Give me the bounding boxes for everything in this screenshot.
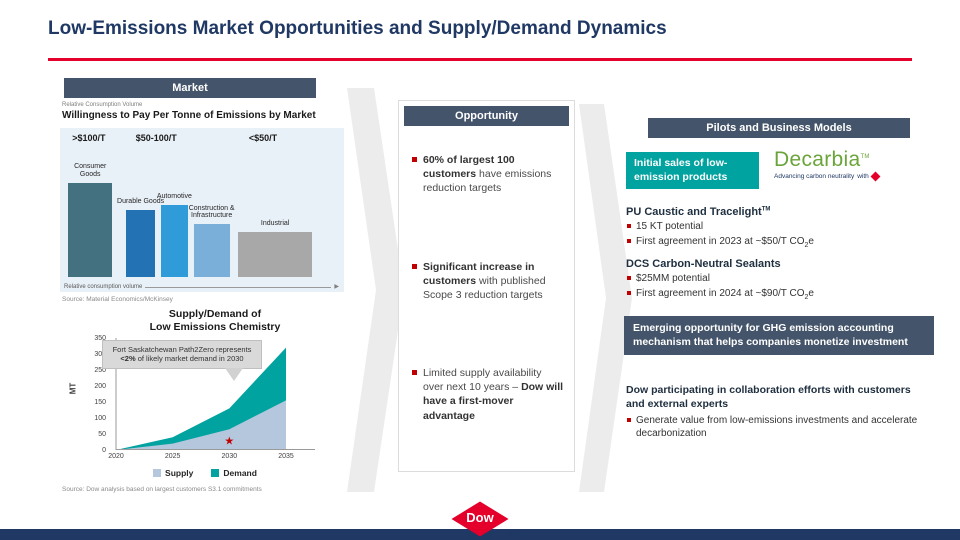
legend-label: Supply xyxy=(165,468,194,478)
title-underline xyxy=(48,58,912,61)
pilots-panel: Pilots and Business Models Initial sales… xyxy=(624,118,936,468)
opportunity-bullet: Significant increase in customers with p… xyxy=(412,260,564,303)
product-pu-caustic: PU Caustic and TracelightTM 15 KT potent… xyxy=(626,206,934,250)
chart-legend: Supply Demand xyxy=(90,468,320,478)
opportunity-panel-header: Opportunity xyxy=(404,106,569,126)
dow-diamond-shape xyxy=(451,501,509,537)
emerging-opportunity-box: Emerging opportunity for GHG emission ac… xyxy=(624,316,934,356)
dow-logo: Dow ® xyxy=(451,501,513,538)
decarbia-wordmark: DecarbiaTM xyxy=(774,148,870,171)
product-bullets: $25MM potential First agreement in 2024 … xyxy=(626,272,934,302)
product-bullet: 15 KT potential xyxy=(626,220,934,235)
market-source: Source: Material Economics/McKinsey xyxy=(62,296,173,303)
product-bullet: $25MM potential xyxy=(626,272,934,287)
opportunity-bullet: 60% of largest 100 customers have emissi… xyxy=(412,153,564,196)
market-segment-label: Durable Goods xyxy=(117,198,165,206)
y-tick-label: 250 xyxy=(94,367,106,374)
supply-demand-source: Source: Dow analysis based on largest cu… xyxy=(62,486,262,493)
market-panel-header: Market xyxy=(64,78,316,98)
axis-line xyxy=(145,287,332,288)
legend-label: Demand xyxy=(223,468,257,478)
legend-swatch xyxy=(211,469,220,477)
x-tick-label: 2035 xyxy=(278,453,294,460)
axis-arrow-icon: ▶ xyxy=(334,284,339,290)
product-bullet: First agreement in 2023 at ~$50/T CO2e xyxy=(626,235,934,250)
product-bullet: First agreement in 2024 at ~$90/T CO2e xyxy=(626,287,934,302)
price-tier-label: >$100/T xyxy=(72,133,106,143)
legend-swatch xyxy=(153,469,162,477)
market-segment-label: Industrial xyxy=(260,220,290,228)
product-dcs-sealants: DCS Carbon-Neutral Sealants $25MM potent… xyxy=(626,258,934,302)
y-tick-label: 200 xyxy=(94,383,106,390)
supply-demand-chart: MT 0 50 100 150 200 250 300 350 ★ 2020 2025 2030 2… xyxy=(68,335,334,464)
market-panel: Market Relative Consumption Volume Willi… xyxy=(60,78,348,498)
market-segment-bar xyxy=(160,204,189,277)
consumption-axis-label: Relative consumption volume xyxy=(64,284,143,290)
collaboration-bullet: Generate value from low-emissions invest… xyxy=(626,414,932,440)
path2zero-star-marker: ★ xyxy=(224,435,234,447)
x-axis-ticks: 2020 2025 2030 2035 xyxy=(74,453,334,463)
decarbia-logo: DecarbiaTM Advancing carbon neutrality w… xyxy=(774,148,934,182)
dow-diamond-icon xyxy=(870,171,881,182)
market-kicker: Relative Consumption Volume xyxy=(62,102,143,108)
decarbia-tagline: Advancing carbon neutrality with xyxy=(774,171,934,182)
market-segment-label: Construction & Infrastructure xyxy=(188,204,235,220)
price-tier-label: <$50/T xyxy=(248,133,278,143)
willingness-chart: >$100/T $50-100/T <$50/T Consumer Goods Dur… xyxy=(60,128,344,292)
area-series-supply xyxy=(116,400,286,450)
initial-sales-box: Initial sales of low-emission products xyxy=(626,152,759,190)
market-segment-bar xyxy=(237,231,313,277)
legend-item-demand: Demand xyxy=(211,468,257,478)
dow-logo-text: Dow xyxy=(466,510,494,525)
consumption-axis-note: Relative consumption volume ▶ xyxy=(64,284,339,290)
x-tick-label: 2030 xyxy=(221,453,238,460)
y-tick-label: 50 xyxy=(98,431,106,438)
y-tick-label: 100 xyxy=(94,415,106,422)
legend-item-supply: Supply xyxy=(153,468,193,478)
y-axis-label: MT xyxy=(68,382,78,395)
y-tick-label: 150 xyxy=(94,399,106,406)
willingness-chart-title: Willingness to Pay Per Tonne of Emission… xyxy=(62,110,316,121)
opportunity-bullet-list: 60% of largest 100 customers have emissi… xyxy=(399,126,574,423)
market-segment-label: Automotive xyxy=(156,193,192,201)
chart-axes xyxy=(115,338,315,450)
x-tick-label: 2025 xyxy=(164,453,181,460)
market-segment-bar xyxy=(193,224,230,277)
page-title: Low-Emissions Market Opportunities and S… xyxy=(48,18,667,39)
y-tick-label: 300 xyxy=(94,351,106,358)
market-segment-bar xyxy=(68,182,113,277)
x-tick-label: 2020 xyxy=(108,453,124,460)
market-segment-label: Consumer Goods xyxy=(74,163,107,179)
product-bullets: 15 KT potential First agreement in 2023 … xyxy=(626,220,934,250)
y-tick-label: 350 xyxy=(94,335,106,342)
price-tier-row: >$100/T $50-100/T <$50/T xyxy=(64,133,340,147)
supply-demand-title: Supply/Demand of Low Emissions Chemistry xyxy=(149,308,281,333)
collaboration-heading: Dow participating in collaboration effor… xyxy=(626,384,911,410)
product-title: PU Caustic and TracelightTM xyxy=(626,206,771,218)
chart-callout: Fort Saskatchewan Path2Zero represents <… xyxy=(102,340,262,381)
market-segment-bar xyxy=(126,209,156,277)
collaboration-bullets: Generate value from low-emissions invest… xyxy=(626,414,932,440)
y-tick-label: 0 xyxy=(102,447,106,454)
callout-pointer xyxy=(225,367,243,381)
y-axis-ticks: 0 50 100 150 200 250 300 350 xyxy=(80,335,106,454)
opportunity-bullet: Limited supply availability over next 10… xyxy=(412,366,564,423)
opportunity-panel: Opportunity 60% of largest 100 customers… xyxy=(398,100,575,472)
willingness-chart-plot: Consumer Goods Durable Goods Automotive Con… xyxy=(64,148,340,277)
dow-registered-mark: ® xyxy=(509,532,513,538)
product-title: DCS Carbon-Neutral Sealants xyxy=(626,258,781,270)
pilots-panel-header: Pilots and Business Models xyxy=(648,118,910,138)
supply-demand-plot: ★ xyxy=(115,338,315,450)
price-tier-label: $50-100/T xyxy=(135,133,177,143)
